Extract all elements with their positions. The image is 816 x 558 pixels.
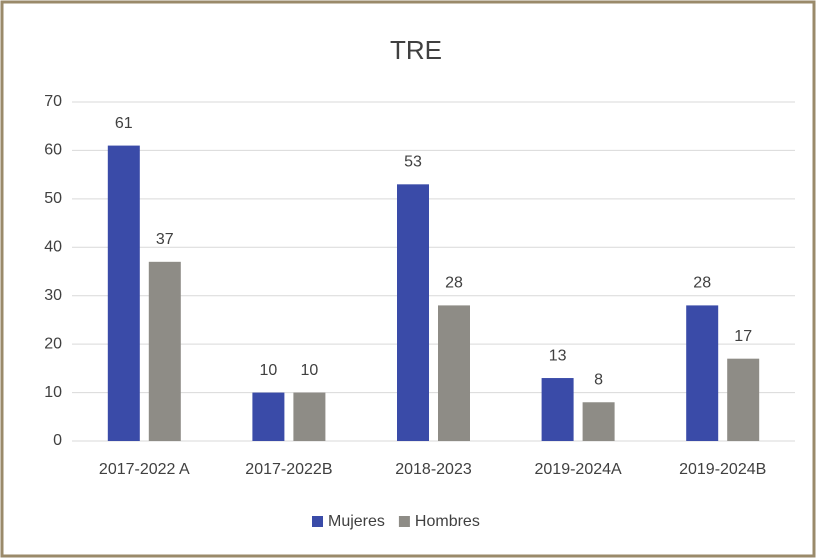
- legend-swatch: [398, 516, 410, 527]
- legend-swatch: [312, 516, 323, 527]
- y-tick-label: 60: [44, 142, 62, 159]
- bar: [107, 145, 140, 442]
- y-tick-label: 50: [44, 190, 62, 207]
- x-tick-label: 2018-2023: [395, 461, 472, 478]
- x-tick-label: 2019-2024A: [535, 461, 623, 478]
- bar: [293, 392, 326, 441]
- data-label: 37: [156, 231, 174, 248]
- legend-label: Hombres: [415, 513, 480, 530]
- y-tick-label: 10: [44, 384, 62, 401]
- data-label: 8: [594, 371, 603, 388]
- data-label: 28: [693, 275, 711, 292]
- x-tick-label: 2017-2022 A: [99, 461, 190, 478]
- bar: [252, 392, 285, 441]
- y-tick-label: 30: [44, 287, 62, 304]
- legend-label: Mujeres: [328, 513, 385, 530]
- bar: [148, 261, 181, 441]
- data-label: 13: [549, 347, 567, 364]
- data-label: 17: [734, 328, 752, 345]
- data-label: 10: [260, 362, 278, 379]
- bar: [397, 184, 429, 442]
- chart-title: TRE: [390, 35, 442, 65]
- data-label: 61: [115, 115, 133, 132]
- x-tick-label: 2019-2024B: [679, 461, 766, 478]
- data-label: 10: [301, 362, 319, 379]
- y-tick-label: 20: [44, 335, 62, 352]
- bar: [727, 358, 760, 441]
- bar: [541, 378, 574, 441]
- bar: [438, 305, 470, 441]
- data-label: 53: [404, 154, 422, 171]
- bar: [582, 402, 615, 441]
- bar: [686, 305, 719, 441]
- y-tick-label: 40: [44, 239, 62, 256]
- x-tick-label: 2017-2022B: [245, 461, 332, 478]
- data-label: 28: [445, 275, 463, 292]
- y-tick-label: 0: [53, 432, 62, 449]
- y-tick-label: 70: [44, 93, 62, 110]
